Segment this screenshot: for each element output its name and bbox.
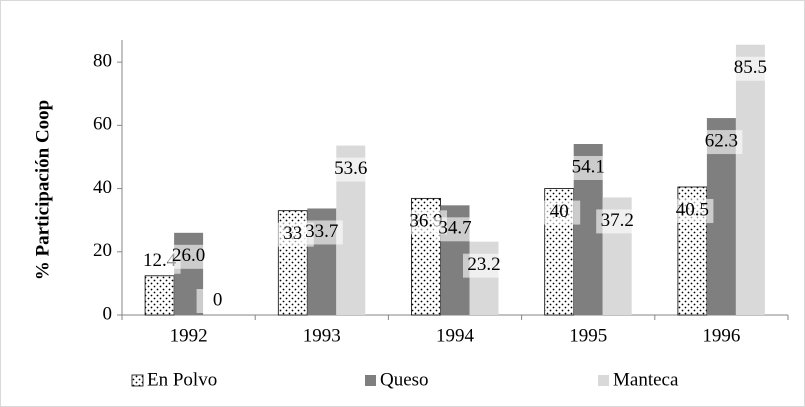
- x-tick-label: 1996: [702, 325, 740, 346]
- legend-label: Manteca: [613, 369, 679, 390]
- data-label-bg: [538, 200, 581, 225]
- x-tick-label: 1994: [436, 325, 475, 346]
- data-label: 34.7: [438, 218, 471, 239]
- y-tick-label: 20: [93, 240, 112, 261]
- data-label: 33.7: [305, 221, 338, 242]
- y-tick-label: 0: [103, 303, 113, 324]
- data-label-bg: [729, 56, 772, 81]
- data-label-bg: [567, 155, 610, 180]
- x-tick-label: 1995: [569, 325, 607, 346]
- legend-marker: [131, 374, 144, 387]
- legend-label: Queso: [380, 369, 429, 390]
- bar: [735, 44, 765, 315]
- data-label-bg: [671, 198, 714, 223]
- data-label: 37.2: [601, 210, 634, 231]
- data-label-bg: [434, 217, 476, 242]
- data-label: 62.3: [705, 130, 738, 151]
- data-label-bg: [196, 289, 239, 313]
- data-label-bg: [596, 209, 639, 234]
- x-tick-label: 1992: [170, 325, 208, 346]
- data-label: 54.1: [572, 156, 605, 177]
- data-label: 85.5: [734, 57, 767, 78]
- y-tick-label: 60: [93, 114, 112, 135]
- data-label-bg: [300, 220, 343, 245]
- data-label: 40.5: [676, 199, 709, 220]
- data-label: 26.0: [172, 245, 205, 266]
- legend-label: En Polvo: [147, 369, 217, 390]
- data-label-bg: [167, 244, 210, 269]
- data-label: 53.6: [334, 158, 367, 179]
- data-label: 23.2: [467, 254, 500, 275]
- data-label: 33: [283, 223, 302, 244]
- data-label-bg: [463, 253, 505, 278]
- bar: [144, 275, 175, 316]
- y-tick-label: 40: [93, 177, 112, 198]
- legend-marker: [365, 375, 376, 386]
- x-tick-label: 1993: [303, 325, 341, 346]
- y-axis-title: % Participación Coop: [32, 100, 53, 281]
- bar: [469, 241, 499, 315]
- data-label: 0: [213, 289, 223, 310]
- data-label-bg: [329, 157, 372, 182]
- legend-marker: [598, 375, 609, 386]
- data-label: 40: [550, 201, 569, 222]
- y-tick-label: 80: [93, 50, 112, 71]
- data-label-bg: [700, 130, 743, 155]
